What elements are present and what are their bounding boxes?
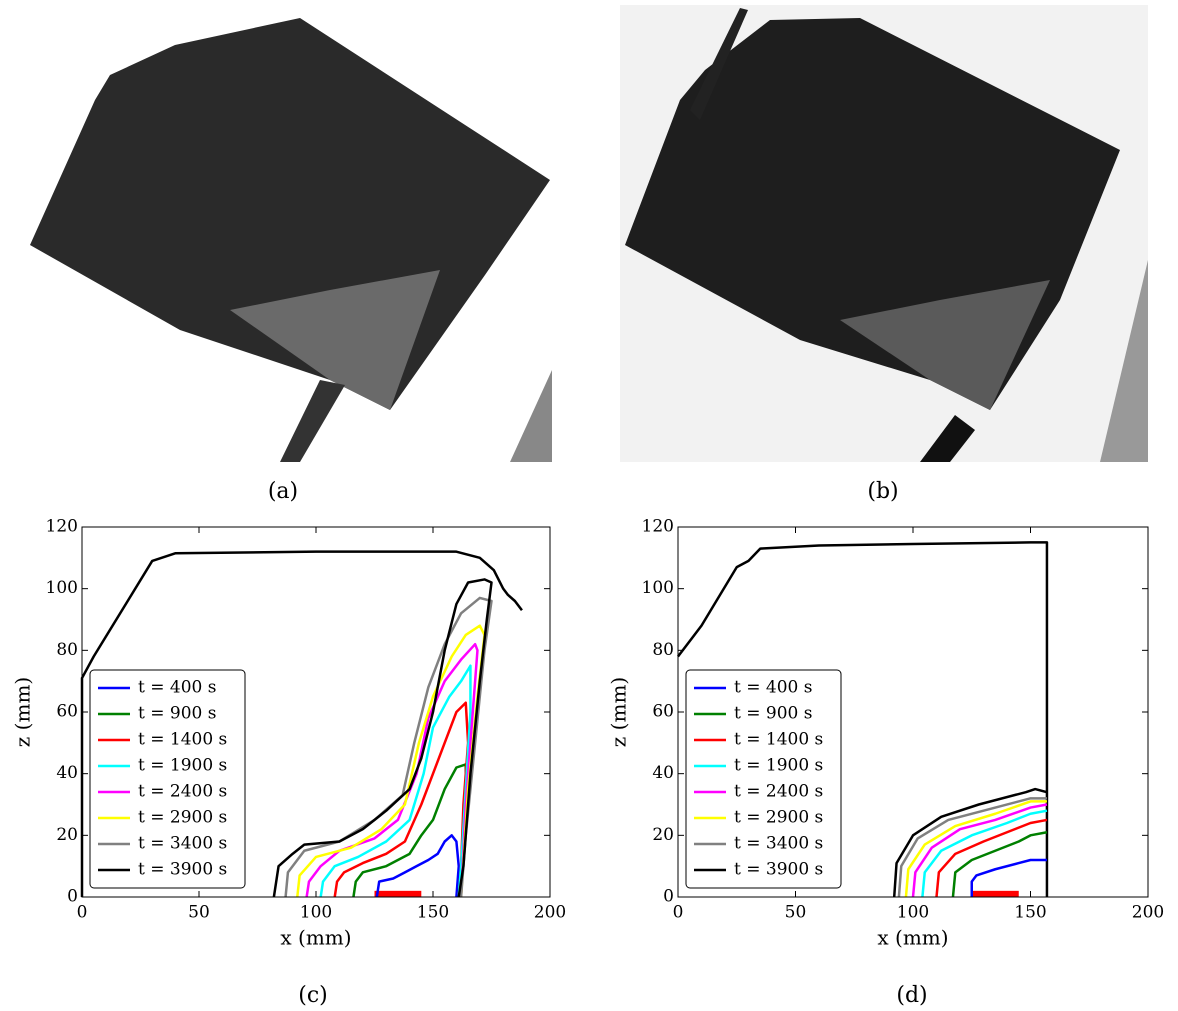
x-tick-label: 150: [1014, 903, 1046, 923]
legend-label: t = 2900 s: [734, 808, 823, 828]
series-line: [911, 803, 1048, 898]
x-tick-label: 150: [417, 903, 449, 923]
x-axis-label: x (mm): [877, 926, 948, 950]
legend-label: t = 900 s: [138, 704, 216, 724]
series-line: [951, 831, 1048, 898]
legend-label: t = 400 s: [138, 678, 216, 698]
series-line: [897, 797, 1047, 898]
caption: (d): [896, 983, 927, 1008]
series-line: [935, 818, 1048, 898]
y-axis-label: z (mm): [11, 677, 35, 747]
legend-label: t = 1400 s: [734, 730, 823, 750]
photo-a: [25, 5, 552, 462]
y-tick-label: 120: [46, 517, 78, 537]
y-tick-label: 40: [652, 763, 674, 783]
series-line: [284, 596, 493, 898]
heater: [374, 890, 422, 897]
legend-box: [89, 669, 246, 889]
y-tick-label: 100: [46, 578, 78, 598]
series-line: [921, 809, 1048, 898]
legend-label: t = 3400 s: [138, 834, 227, 854]
legend-label: t = 3400 s: [734, 834, 823, 854]
x-tick-label: 50: [188, 903, 210, 923]
series-line: [272, 578, 493, 898]
support: [920, 415, 975, 462]
series-line: [319, 664, 472, 898]
series-line: [677, 541, 1049, 897]
legend: t = 400 s t = 900 s t = 1400 s t = 1900 s t …: [89, 669, 246, 889]
y-tick-label: 40: [56, 763, 78, 783]
y-tick-label: 20: [652, 825, 674, 845]
wet-region: [230, 270, 440, 410]
x-axis-label: x (mm): [280, 926, 351, 950]
y-tick-label: 0: [67, 887, 78, 907]
legend-label: t = 3900 s: [138, 860, 227, 880]
heater: [971, 890, 1019, 897]
legend-label: t = 1900 s: [138, 756, 227, 776]
series-line: [80, 550, 523, 897]
legend-label: t = 3900 s: [734, 860, 823, 880]
support: [280, 380, 345, 462]
series-line: [904, 800, 1047, 898]
x-tick-label: 0: [673, 903, 684, 923]
legend-label: t = 2900 s: [138, 808, 227, 828]
x-tick-label: 100: [300, 903, 332, 923]
axes-frame: [81, 526, 551, 898]
x-tick-label: 50: [785, 903, 807, 923]
legend-label: t = 2400 s: [734, 782, 823, 802]
rod: [690, 8, 748, 120]
y-tick-label: 80: [652, 640, 674, 660]
y-tick-label: 60: [56, 702, 78, 722]
series-line: [892, 787, 1048, 898]
y-tick-label: 0: [663, 887, 674, 907]
wet-region: [840, 280, 1050, 410]
x-tick-label: 100: [897, 903, 929, 923]
y-tick-label: 120: [642, 517, 674, 537]
series-line: [970, 858, 1047, 897]
y-tick-label: 100: [642, 578, 674, 598]
x-tick-label: 0: [77, 903, 88, 923]
y-axis-label: z (mm): [607, 677, 631, 747]
legend-label: t = 900 s: [734, 704, 812, 724]
caption: (b): [867, 479, 898, 504]
y-tick-label: 20: [56, 825, 78, 845]
edge: [1100, 260, 1148, 462]
legend-box: [685, 669, 842, 889]
legend-label: t = 1900 s: [734, 756, 823, 776]
edge: [510, 370, 552, 462]
legend-label: t = 1400 s: [138, 730, 227, 750]
legend-label: t = 2400 s: [138, 782, 227, 802]
legend-label: t = 400 s: [734, 678, 812, 698]
y-tick-label: 80: [56, 640, 78, 660]
caption: (a): [268, 479, 298, 504]
caption: (c): [298, 983, 328, 1008]
axes-frame: [677, 526, 1149, 898]
y-tick-label: 60: [652, 702, 674, 722]
x-tick-label: 200: [534, 903, 566, 923]
photo-b: [620, 5, 1148, 462]
legend: t = 400 s t = 900 s t = 1400 s t = 1900 s t …: [685, 669, 842, 889]
series-line: [375, 834, 460, 898]
series-line: [305, 642, 479, 898]
x-tick-label: 200: [1132, 903, 1164, 923]
